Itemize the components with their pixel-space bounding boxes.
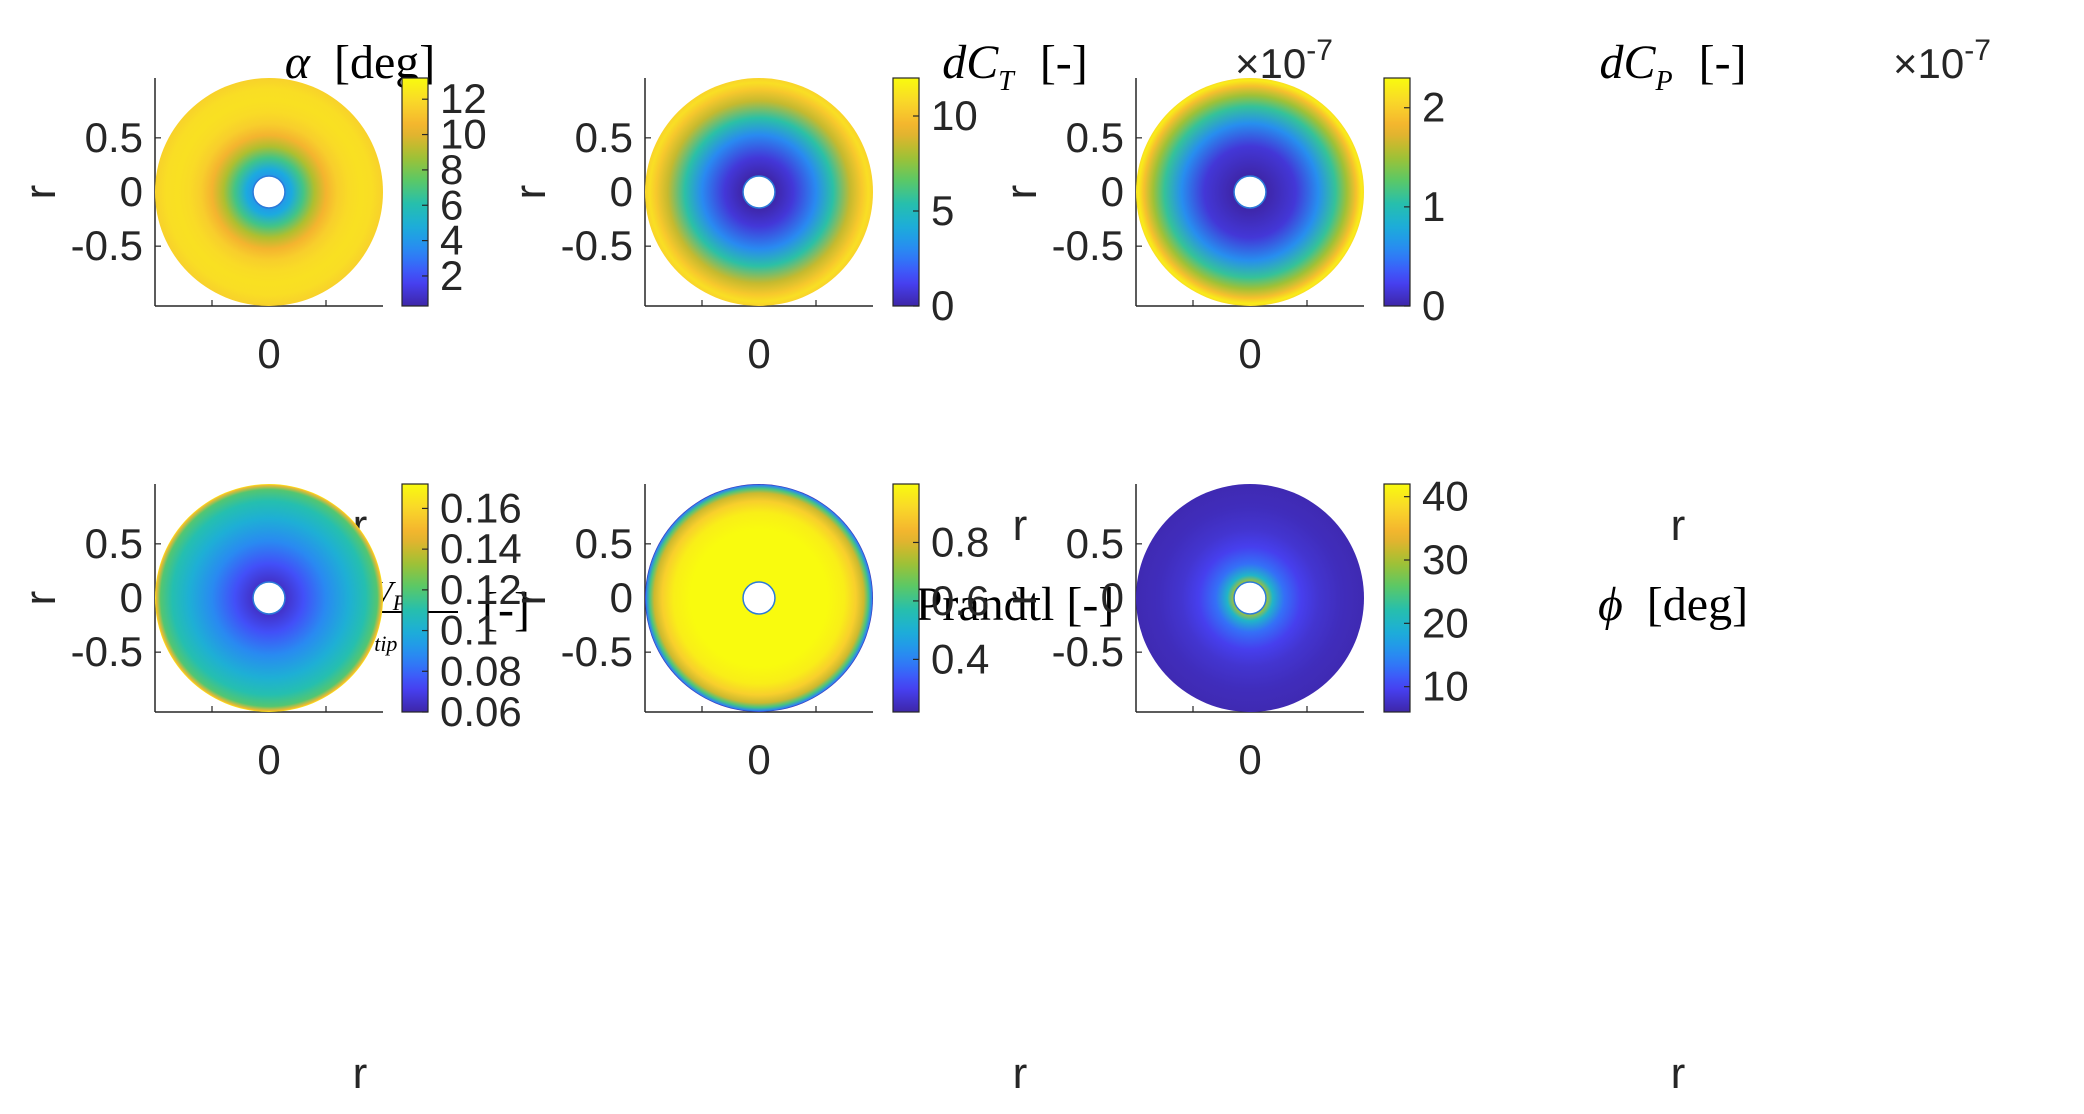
colorbar-tick-label: 12 (440, 75, 487, 122)
colorbar-lambda (401, 483, 429, 713)
colorbar-tick-label: 8 (440, 146, 463, 193)
colorbar-tick-label: 0.12 (440, 566, 522, 613)
colorbar-tick-label: 0.16 (440, 484, 522, 531)
y-tick-label: -0.5 (561, 628, 633, 675)
y-tick-label: 0.5 (1066, 520, 1124, 567)
y-tick-label: 0.5 (85, 520, 143, 567)
y-tick-label: 0.5 (1066, 114, 1124, 161)
colorbar-tick-label: 0.8 (931, 518, 989, 565)
colorbar-tick-label: 20 (1422, 599, 1469, 646)
colorbar-tick-label: 30 (1422, 536, 1469, 583)
colorbar-prandtl (892, 483, 920, 713)
colorbar-tick-label: 0.1 (440, 607, 498, 654)
ylabel-dCT: r (506, 185, 555, 200)
y-tick-label: 0 (1101, 574, 1124, 621)
panel-title-prandtl: Prandtl [-] (916, 578, 1115, 631)
colorbar-tick-label: 10 (440, 111, 487, 158)
colorbar-exponent-dcp: ×10-7 (1893, 34, 1991, 87)
colorbar-tick-label: 2 (1422, 84, 1445, 131)
colorbar-tick-label: 4 (440, 217, 463, 264)
y-tick-label: -0.5 (71, 222, 143, 269)
panel-dcp: dCP [-] ×10-7 r 0.5 0 -0.5 0 r 2 1 0 (997, 34, 1991, 550)
colorbar-tick-label: 0.6 (931, 577, 989, 624)
hub-phi (1233, 581, 1267, 615)
x-tick-label: 0 (747, 736, 770, 783)
colorbar-tick-label: 0.14 (440, 525, 522, 572)
xlabel-phi: r (1671, 1049, 1686, 1098)
x-tick-label: 0 (1238, 330, 1261, 377)
panel-title-phi: ϕ [deg] (1598, 578, 1748, 631)
panel-lambda: λu= vu+VP vtip [-] r 0.50-0.50r0.160.140… (16, 483, 530, 1098)
y-tick-label: -0.5 (1052, 628, 1124, 675)
x-tick-label: 0 (257, 330, 280, 377)
panel-phi: ϕ [deg] r 0.5 0 -0.5 0 r 40 30 20 10 (997, 473, 1748, 1098)
y-tick-label: 0.5 (575, 520, 633, 567)
colorbar-tick-label: 0.06 (440, 688, 522, 735)
colorbar-tick-label: 10 (931, 92, 978, 139)
ylabel-lambda: r (16, 591, 65, 606)
colorbar-tick-label: 0 (1422, 282, 1445, 329)
hub-prandtl (742, 581, 776, 615)
panel-title-lambda-unit: [-] (482, 583, 530, 636)
colorbar-phi (1383, 483, 1411, 713)
y-tick-label: -0.5 (1052, 222, 1124, 269)
y-tick-label: 0 (120, 168, 143, 215)
ylabel-dCP: r (997, 185, 1046, 200)
y-tick-label: 0 (610, 168, 633, 215)
y-tick-label: 0.5 (575, 114, 633, 161)
x-tick-label: 0 (257, 736, 280, 783)
x-tick-label: 0 (747, 330, 770, 377)
panel-title-dcp: dCP [-] (1599, 36, 1746, 101)
colorbar-tick-label: 2 (440, 252, 463, 299)
colorbar-dCP (1383, 77, 1411, 307)
ylabel-alpha: r (16, 185, 65, 200)
ylabel-phi: r (997, 591, 1046, 606)
xlabel-prandtl: r (1013, 1049, 1028, 1098)
colorbar-tick-label: 1 (1422, 183, 1445, 230)
hub-lambda (252, 581, 286, 615)
y-tick-label: 0 (120, 574, 143, 621)
colorbar-tick-label: 10 (1422, 663, 1469, 710)
y-tick-label: -0.5 (561, 222, 633, 269)
y-tick-label: 0 (1101, 168, 1124, 215)
colorbar-tick-label: 5 (931, 187, 954, 234)
xlabel-dcp: r (1671, 501, 1686, 550)
ylabel-prandtl: r (506, 591, 555, 606)
colorbar-dCT (892, 77, 920, 307)
colorbar-tick-label: 0.08 (440, 647, 522, 694)
colorbar-tick-label: 40 (1422, 473, 1469, 520)
colorbar-tick-label: 0.4 (931, 635, 989, 682)
y-tick-label: 0 (610, 574, 633, 621)
colorbar-tick-label: 0 (931, 282, 954, 329)
xlabel-lambda: r (353, 1049, 368, 1098)
hub-dCP (1233, 175, 1267, 209)
x-tick-label: 0 (1238, 736, 1261, 783)
colorbar-tick-label: 6 (440, 181, 463, 228)
y-tick-label: -0.5 (71, 628, 143, 675)
xlabel-dct: r (1013, 501, 1028, 550)
hub-dCT (742, 175, 776, 209)
panel-prandtl: Prandtl [-] r 0.5 0 -0.5 0 r 0.8 0.6 0.4 (506, 483, 1115, 1098)
colorbar-alpha (401, 77, 429, 307)
y-tick-label: 0.5 (85, 114, 143, 161)
panel-title-dct: dCT [-] (942, 36, 1088, 101)
hub-alpha (252, 175, 286, 209)
